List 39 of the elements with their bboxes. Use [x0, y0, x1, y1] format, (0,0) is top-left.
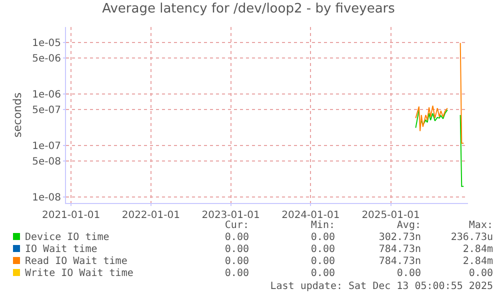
y-axis-title: seconds [10, 92, 24, 138]
text: 0.00 [468, 268, 493, 280]
legend-label: IO Wait time [24, 244, 98, 256]
text: 0.00 [310, 232, 335, 244]
text: Max: [468, 220, 493, 232]
text: 2.84m [462, 244, 493, 256]
text: 0.00 [224, 244, 249, 256]
text: 784.73n [378, 244, 421, 256]
chart-title: Average latency for /dev/loop2 - by fiveyears [102, 1, 396, 16]
y-tick-label: 5e-06 [32, 53, 61, 64]
text: Avg: [396, 220, 421, 232]
text: 236.73u [450, 232, 493, 244]
text: 0.00 [224, 232, 249, 244]
y-tick-label: 5e-07 [32, 104, 61, 116]
text: 302.73n [378, 232, 421, 244]
x-tick-label: 2022-01-01 [122, 210, 180, 221]
text: 784.73n [378, 256, 421, 268]
y-tick-label: 5e-08 [32, 156, 61, 168]
text: Cur: [224, 220, 249, 232]
text: 0.00 [224, 268, 249, 280]
legend-label: Write IO Wait time [24, 268, 134, 280]
legend-label: Read IO Wait time [24, 256, 128, 268]
y-tick-label: 1e-06 [32, 89, 61, 100]
y-tick-label: 1e-07 [32, 140, 61, 152]
x-tick-label: 2021-01-01 [42, 210, 100, 221]
text: 0.00 [396, 268, 421, 280]
text: 0.00 [310, 256, 335, 268]
text: 2.84m [462, 256, 493, 268]
x-tick-label: 2025-01-01 [362, 210, 420, 221]
text: 0.00 [310, 268, 335, 280]
text: Min: [310, 220, 335, 232]
legend-label: Device IO time [24, 232, 110, 244]
text: 0.00 [310, 244, 335, 256]
x-tick-label: 2024-01-01 [282, 210, 340, 221]
y-tick-label: 1e-08 [32, 192, 61, 204]
text: 0.00 [224, 256, 249, 268]
y-tick-label: 1e-05 [32, 38, 61, 49]
text: Last update: Sat Dec 13 05:00:55 2025 [269, 281, 493, 293]
x-tick-label: 2023-01-01 [202, 210, 260, 221]
